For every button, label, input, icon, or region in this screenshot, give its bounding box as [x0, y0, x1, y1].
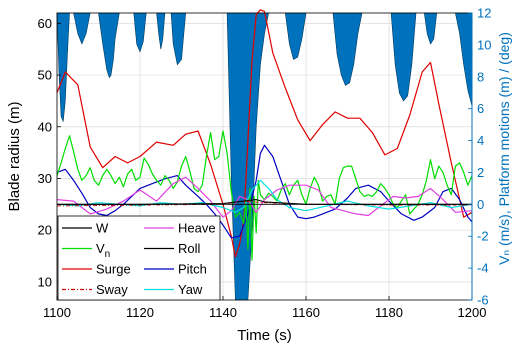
right-axis-label: Vₙ (m/s), Platform motions (m) / (deg) — [496, 32, 512, 265]
x-tick-label: 1120 — [126, 305, 154, 320]
left-tick-label: 10 — [38, 274, 52, 289]
series-line-vn — [56, 130, 473, 261]
left-axis-ticks: 10 20 30 40 50 60 — [38, 16, 61, 289]
left-tick-label: 60 — [38, 16, 52, 31]
series-lines — [56, 9, 473, 261]
legend-box — [57, 215, 221, 301]
series-line-surge — [56, 9, 473, 258]
series-line-sway — [56, 200, 472, 207]
x-axis-ticks: 1100 1120 1140 1160 1180 1200 — [43, 296, 486, 320]
x-tick-label: 1180 — [375, 305, 403, 320]
left-tick-label: 30 — [38, 171, 52, 186]
right-tick-label: -2 — [477, 229, 489, 244]
contour-regions — [56, 12, 473, 301]
right-tick-label: -6 — [477, 293, 489, 308]
legend-label-w: W — [96, 221, 109, 236]
right-axis-ticks: -6 -4 -2 0 2 4 6 8 10 12 — [468, 6, 491, 308]
legend-label-roll: Roll — [178, 241, 201, 256]
contour-region — [98, 12, 120, 79]
contour-region — [332, 12, 363, 86]
series-line-heave — [56, 176, 473, 218]
series-line-yaw — [56, 179, 473, 213]
contour-region — [133, 12, 147, 53]
x-tick-label: 1100 — [43, 305, 71, 320]
left-axis-label: Blade radius (m) — [6, 101, 23, 211]
x-tick-label: 1160 — [292, 305, 320, 320]
contour-region — [455, 12, 473, 107]
contour-region — [156, 12, 166, 50]
right-tick-label: 2 — [477, 165, 484, 180]
contour-region — [170, 12, 187, 66]
legend-label-sway: Sway — [96, 282, 128, 297]
x-tick-label: 1200 — [458, 305, 487, 320]
contour-region — [56, 12, 70, 122]
legend-label-heave: Heave — [178, 221, 216, 236]
legend-label-pitch: Pitch — [178, 262, 207, 277]
contour-region — [423, 12, 438, 45]
legend-label-surge: Surge — [96, 262, 131, 277]
right-tick-label: 6 — [477, 101, 484, 116]
contour-region — [390, 12, 417, 102]
right-tick-label: 0 — [477, 197, 484, 212]
right-tick-label: 4 — [477, 133, 484, 148]
left-tick-label: 40 — [38, 119, 52, 134]
legend-label-yaw: Yaw — [178, 282, 203, 297]
x-axis-label: Time (s) — [237, 327, 291, 344]
left-tick-label: 20 — [38, 223, 52, 238]
right-tick-label: 12 — [477, 6, 491, 21]
left-tick-label: 50 — [38, 68, 52, 83]
contour-region — [73, 12, 91, 45]
x-tick-label: 1140 — [209, 305, 237, 320]
contour-region — [226, 12, 269, 301]
right-tick-label: 10 — [477, 37, 491, 52]
series-line-pitch — [56, 144, 473, 239]
right-tick-label: 8 — [477, 69, 484, 84]
right-tick-label: -4 — [477, 261, 489, 276]
contour-region — [284, 12, 307, 60]
